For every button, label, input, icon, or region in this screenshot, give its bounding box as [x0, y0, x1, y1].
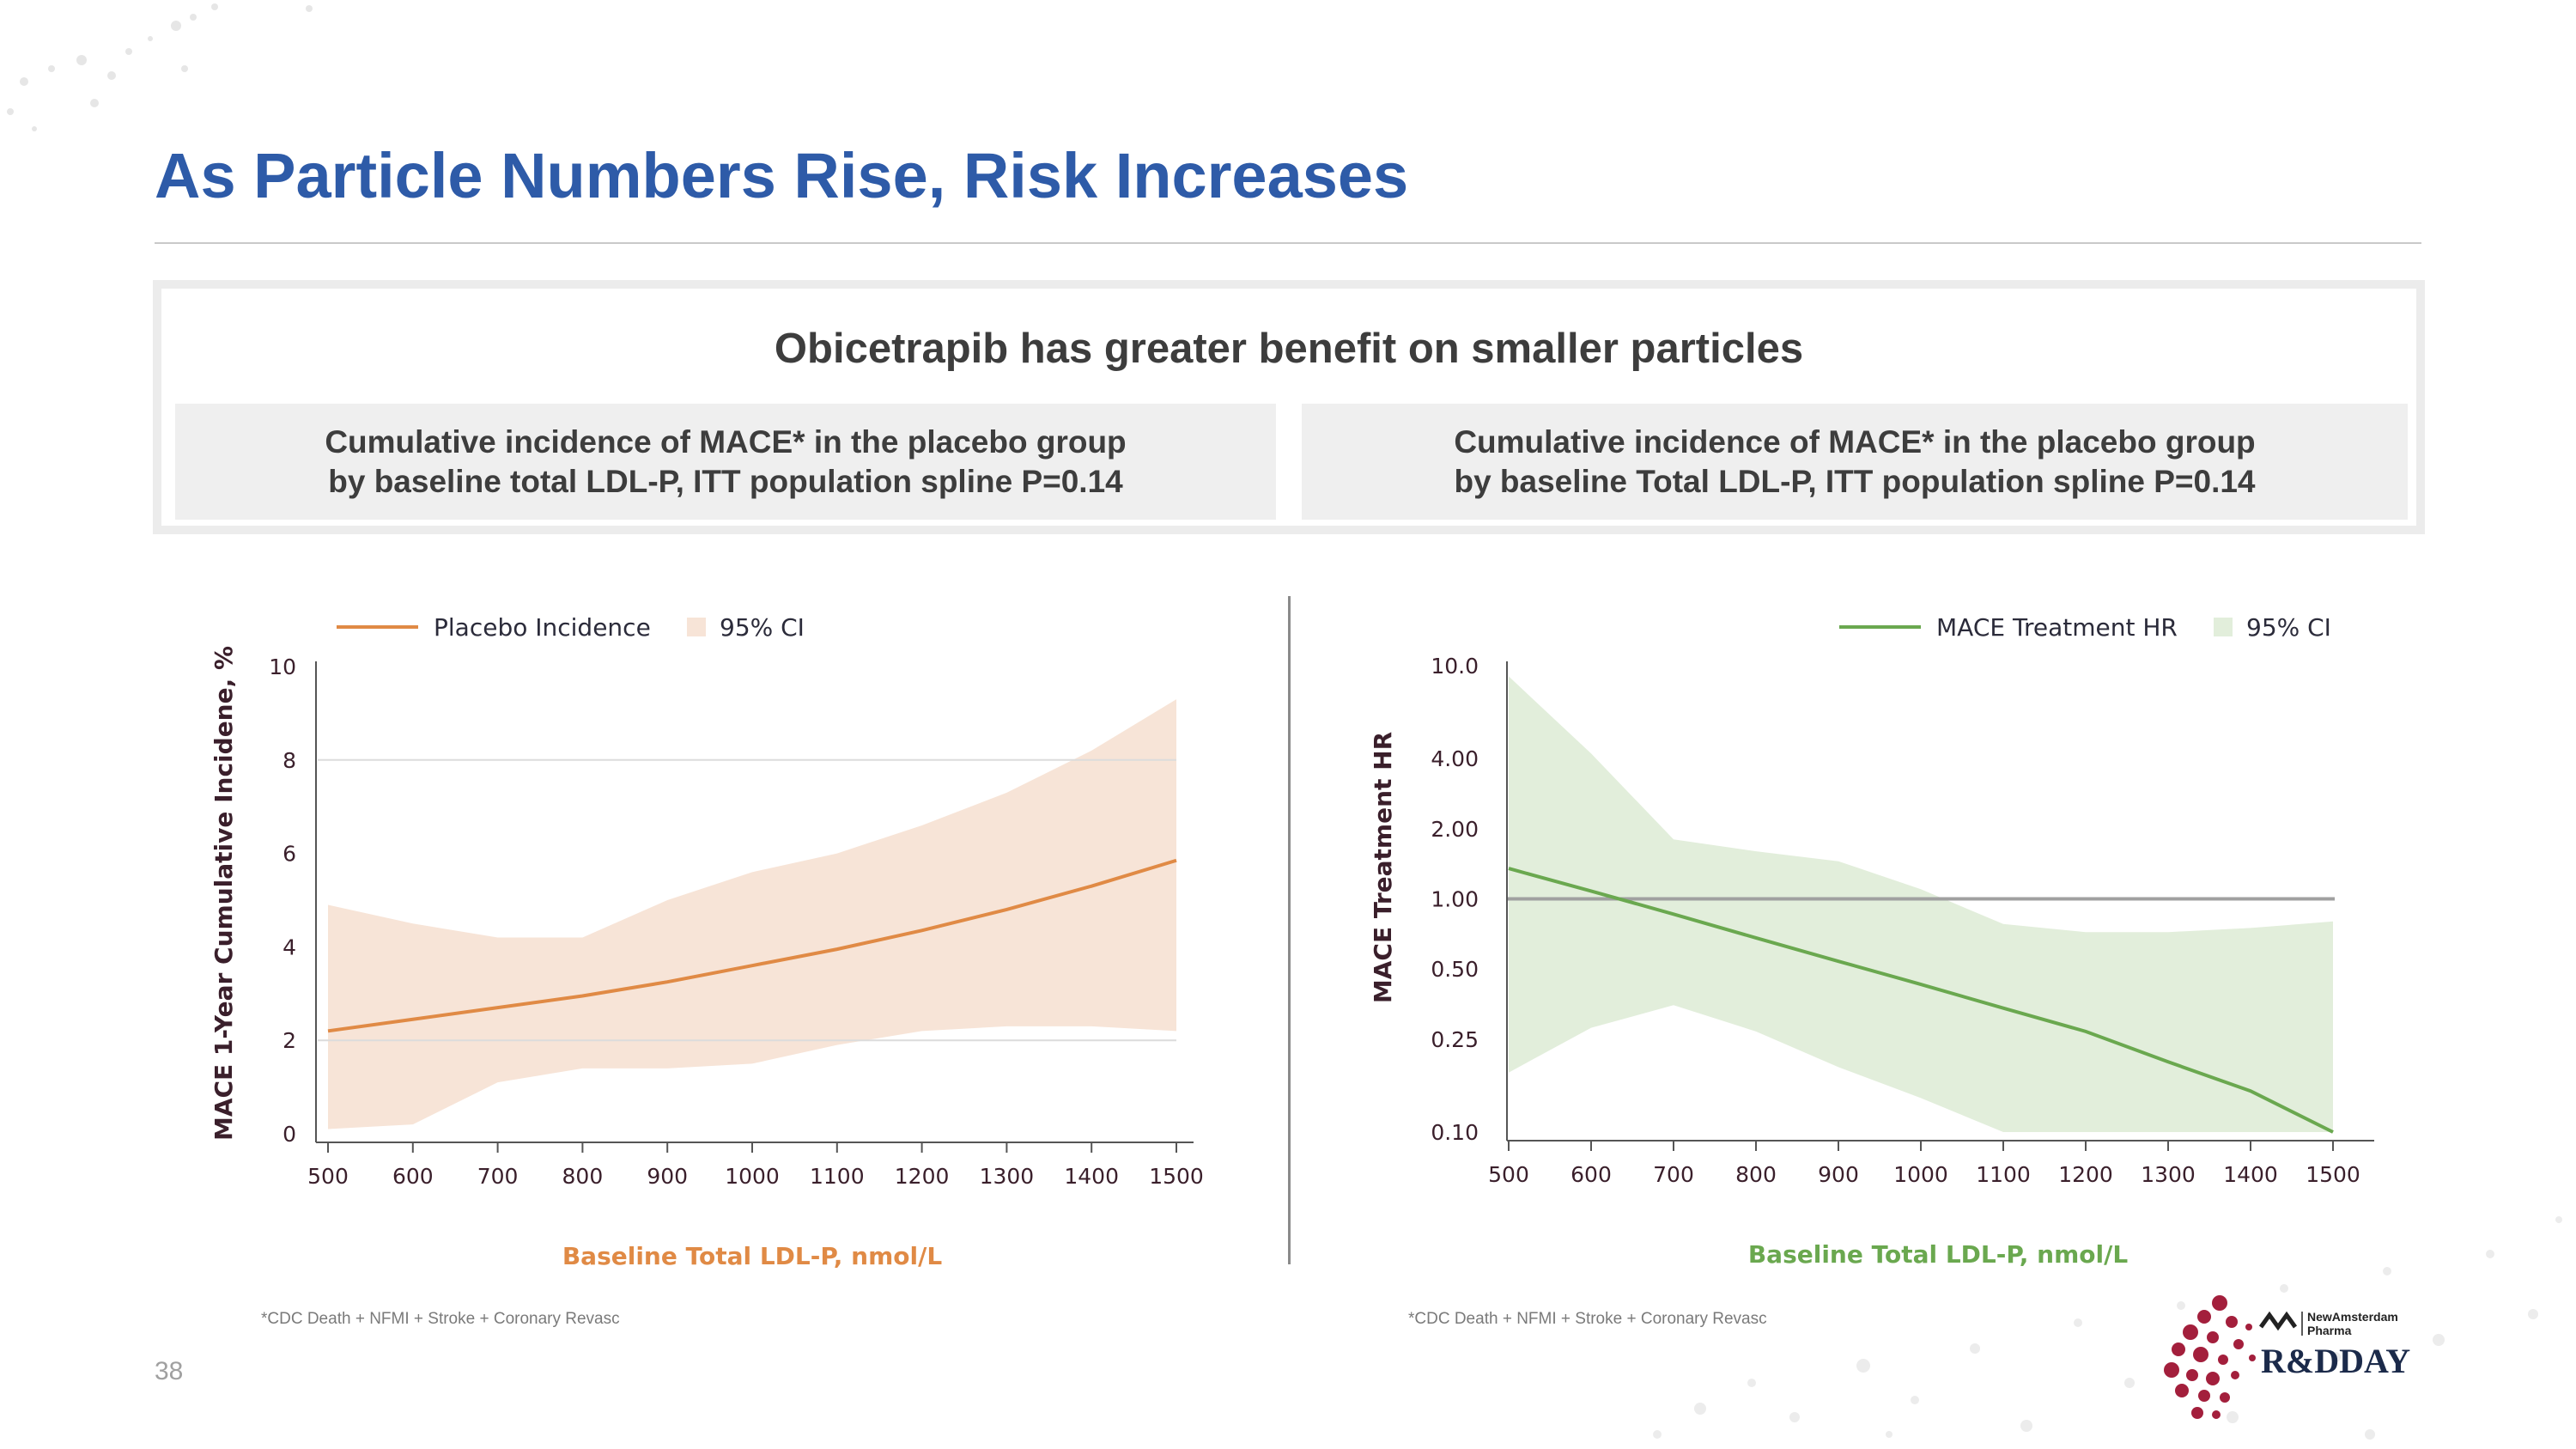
- y-tick-label: 10.0: [1431, 654, 1479, 679]
- legend-ci-swatch: [2214, 618, 2233, 636]
- placebo-incidence-chart: 500 600 700 800 900 1000 1100 1200 1300 1400 1500 0…: [210, 613, 1204, 1270]
- series-line: [327, 858, 1177, 1033]
- x-tick-label: 500: [307, 1164, 349, 1189]
- right-subtitle-box: Cumulative incidence of MACE* in the pla…: [1302, 404, 2408, 520]
- left-subtitle-line1: Cumulative incidence of MACE* in the pla…: [325, 423, 1127, 460]
- x-tick-label: 1400: [2223, 1162, 2278, 1187]
- legend-ci-label: 95% CI: [2246, 613, 2331, 642]
- x-tick-label: 600: [1571, 1162, 1612, 1187]
- y-tick-label: 4: [283, 935, 296, 959]
- x-tick-label: 500: [1488, 1162, 1529, 1187]
- x-tick-label: 800: [562, 1164, 604, 1189]
- y-tick-label: 2.00: [1431, 817, 1479, 842]
- x-tick-label: 1000: [1893, 1162, 1948, 1187]
- y-tick-label: 0: [283, 1122, 296, 1147]
- x-axis-title: Baseline Total LDL-P, nmol/L: [1748, 1240, 2128, 1269]
- series-line: [1508, 867, 2334, 1134]
- x-tick-label: 1500: [2306, 1162, 2360, 1187]
- x-tick-label: 1000: [725, 1164, 780, 1189]
- legend-series-label: Placebo Incidence: [434, 613, 651, 642]
- x-tick-label: 900: [647, 1164, 688, 1189]
- ci-band: [1509, 676, 2333, 1132]
- y-tick-label: 4.00: [1431, 746, 1479, 771]
- x-tick-label: 1200: [2058, 1162, 2113, 1187]
- y-tick-label: 10: [269, 654, 296, 679]
- x-tick-label: 900: [1818, 1162, 1859, 1187]
- left-subtitle-line2: by baseline total LDL-P, ITT population …: [328, 463, 1123, 499]
- y-axis-title: MACE 1-Year Cumulative Incidene, %: [210, 646, 238, 1141]
- right-subtitle-line2: by baseline Total LDL-P, ITT population …: [1454, 463, 2256, 499]
- x-tick-label: 1300: [980, 1164, 1035, 1189]
- right-footnote: *CDC Death + NFMI + Stroke + Coronary Re…: [1408, 1310, 1767, 1328]
- legend-ci-label: 95% CI: [720, 613, 805, 642]
- left-footnote: *CDC Death + NFMI + Stroke + Coronary Re…: [261, 1310, 620, 1328]
- summary-panel: Obicetrapib has greater benefit on small…: [153, 280, 2425, 534]
- treatment-hr-chart: 500 600 700 800 900 1000 1100 1200 1300 1400 1500 0…: [1369, 613, 2374, 1269]
- y-tick-label: 0.10: [1431, 1120, 1479, 1145]
- right-subtitle-line1: Cumulative incidence of MACE* in the pla…: [1454, 423, 2256, 460]
- y-tick-label: 1.00: [1431, 887, 1479, 912]
- panel-heading: Obicetrapib has greater benefit on small…: [774, 326, 1804, 372]
- slide-title: As Particle Numbers Rise, Risk Increases: [155, 140, 1409, 211]
- x-tick-label: 700: [1653, 1162, 1694, 1187]
- legend-ci-swatch: [687, 618, 706, 636]
- x-tick-label: 700: [477, 1164, 519, 1189]
- x-tick-label: 1500: [1149, 1164, 1204, 1189]
- decorative-dots-bottom-right: [1653, 1216, 2562, 1440]
- y-tick-label: 6: [283, 842, 296, 867]
- decorative-dots-top-left: [7, 3, 313, 131]
- x-tick-label: 1400: [1064, 1164, 1119, 1189]
- x-tick-label: 1100: [1976, 1162, 2031, 1187]
- logo-company-line1: NewAmsterdam: [2307, 1310, 2398, 1324]
- y-tick-label: 2: [283, 1028, 296, 1053]
- y-tick-label: 0.50: [1431, 957, 1479, 982]
- y-tick-label: 8: [283, 748, 296, 773]
- x-tick-label: 1100: [810, 1164, 865, 1189]
- logo-company-line2: Pharma: [2307, 1324, 2352, 1337]
- logo-event-text: R&DDAY: [2261, 1342, 2411, 1380]
- left-subtitle-box: Cumulative incidence of MACE* in the pla…: [175, 404, 1276, 520]
- legend-series-label: MACE Treatment HR: [1936, 613, 2178, 642]
- x-tick-label: 600: [392, 1164, 434, 1189]
- x-axis-title: Baseline Total LDL-P, nmol/L: [562, 1242, 942, 1270]
- title-divider: [155, 242, 2421, 244]
- ci-band: [328, 699, 1176, 1129]
- y-axis-title: MACE Treatment HR: [1369, 732, 1397, 1003]
- company-logo: NewAmsterdam Pharma R&DDAY: [2160, 1293, 2434, 1422]
- chart-divider: [1288, 596, 1291, 1264]
- x-tick-label: 1200: [895, 1164, 950, 1189]
- page-number: 38: [155, 1357, 184, 1385]
- x-tick-label: 1300: [2141, 1162, 2196, 1187]
- x-tick-label: 800: [1735, 1162, 1777, 1187]
- y-tick-label: 0.25: [1431, 1027, 1479, 1052]
- logo-dots-graphic: [2164, 1295, 2303, 1419]
